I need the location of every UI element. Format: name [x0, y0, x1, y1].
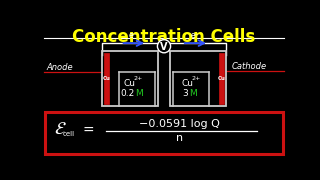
- Bar: [45, 112, 283, 154]
- Text: 2+: 2+: [191, 76, 200, 81]
- Text: V: V: [160, 42, 168, 52]
- Text: e⁻: e⁻: [191, 31, 199, 40]
- Text: cell: cell: [62, 131, 75, 137]
- Text: 3: 3: [183, 89, 188, 98]
- Text: 0.2: 0.2: [121, 89, 135, 98]
- Text: Cu: Cu: [124, 79, 136, 88]
- Circle shape: [157, 40, 171, 53]
- Bar: [170, 51, 226, 106]
- Text: Anode: Anode: [46, 63, 73, 72]
- Text: $\mathcal{E}$: $\mathcal{E}$: [54, 120, 67, 138]
- Text: n: n: [176, 133, 183, 143]
- Text: −0.0591 log Q: −0.0591 log Q: [139, 119, 220, 129]
- Bar: [104, 53, 109, 104]
- Text: Cathode: Cathode: [231, 62, 267, 71]
- Text: M: M: [135, 89, 143, 98]
- Text: Cu: Cu: [102, 76, 110, 81]
- Bar: [219, 53, 224, 104]
- Text: M: M: [189, 89, 197, 98]
- Text: e⁻: e⁻: [129, 31, 137, 40]
- Text: Concentration Cells: Concentration Cells: [72, 28, 256, 46]
- Text: Cu: Cu: [181, 79, 193, 88]
- Text: 2+: 2+: [134, 76, 143, 81]
- Bar: [102, 51, 158, 106]
- Text: =: =: [82, 124, 94, 138]
- Text: Cu: Cu: [218, 76, 226, 81]
